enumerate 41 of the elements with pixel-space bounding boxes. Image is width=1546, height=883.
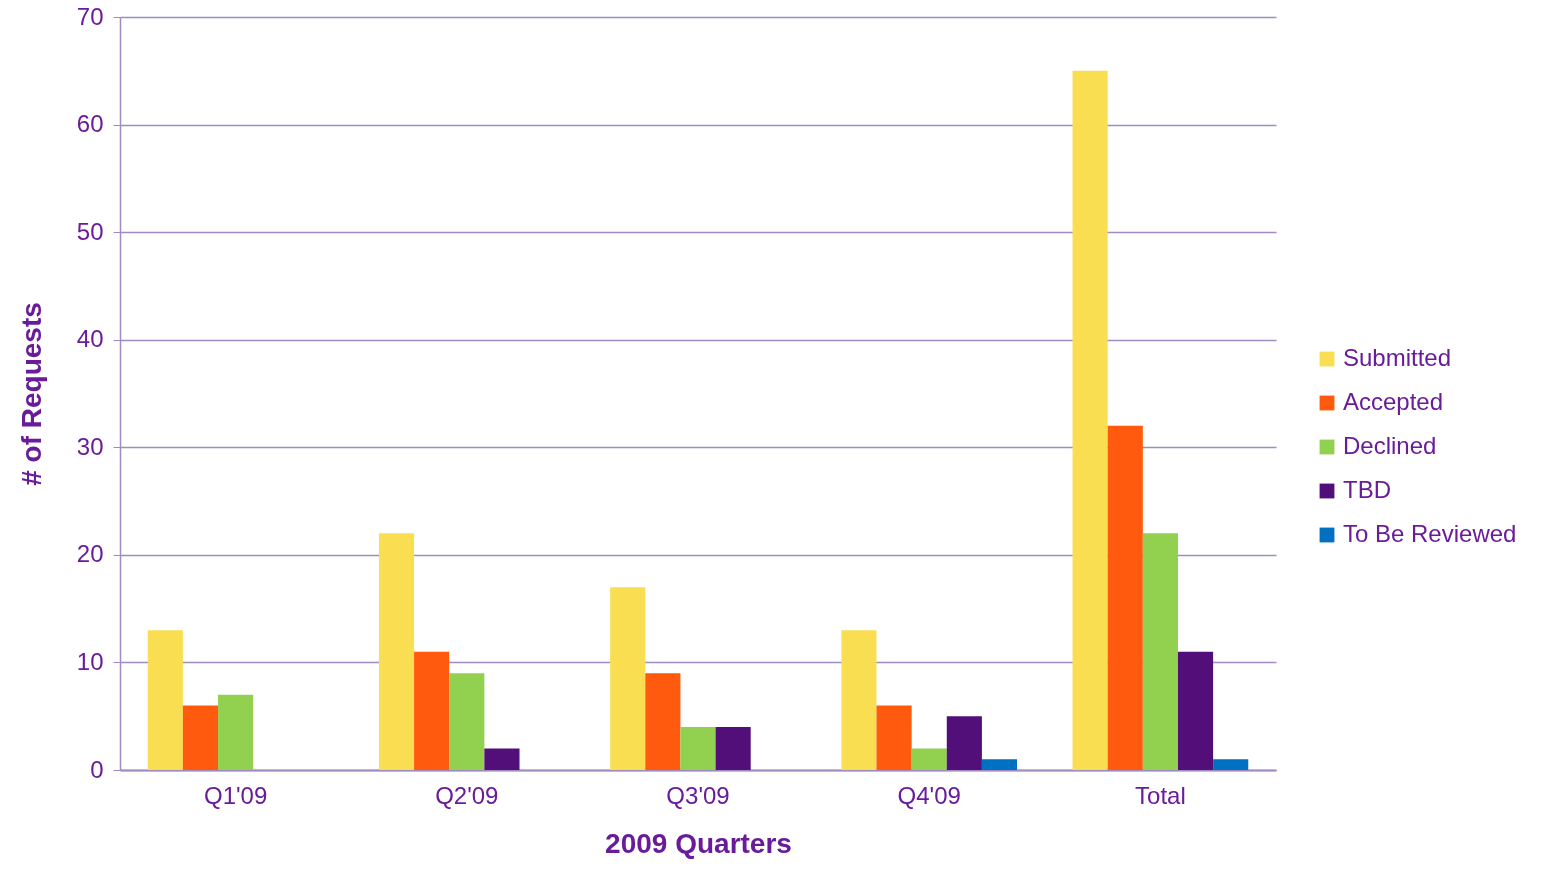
x-tick-label: Q1'09 — [203, 781, 268, 809]
bar — [414, 651, 450, 770]
legend-label: Submitted — [1343, 344, 1452, 371]
y-tick-label: 70 — [76, 2, 104, 30]
x-tick-label: Q2'09 — [435, 781, 499, 809]
y-tick-label: 30 — [76, 432, 104, 460]
bar — [1213, 759, 1249, 770]
x-tick-label: Q4'09 — [897, 781, 961, 809]
x-axis-title: 2009 Quarters — [605, 827, 792, 859]
bar — [715, 726, 751, 770]
x-tick-label: Total — [1135, 781, 1186, 809]
bar — [218, 694, 254, 770]
legend-label: Declined — [1343, 432, 1437, 459]
bar — [841, 630, 877, 770]
y-tick-label: 40 — [76, 325, 104, 353]
y-tick-label: 50 — [76, 217, 104, 245]
legend-label: Accepted — [1343, 388, 1444, 415]
y-tick-label: 10 — [76, 647, 104, 675]
bar — [484, 748, 520, 770]
bar — [876, 705, 912, 770]
bar — [449, 673, 485, 770]
legend-label: TBD — [1343, 476, 1391, 503]
bar — [147, 630, 183, 770]
bar — [378, 533, 415, 770]
bar — [981, 759, 1018, 770]
bar — [182, 705, 219, 770]
y-tick-label: 20 — [76, 540, 104, 568]
bar — [680, 726, 716, 770]
bar — [911, 748, 947, 770]
bar — [1072, 70, 1108, 770]
bar — [1107, 425, 1143, 770]
bar — [946, 716, 982, 770]
y-axis-title: # of Requests — [15, 302, 47, 486]
bar — [645, 673, 681, 770]
bar — [610, 587, 646, 770]
bar — [1177, 651, 1214, 770]
y-tick-label: 0 — [90, 755, 104, 783]
legend-label: To Be Reviewed — [1343, 520, 1517, 547]
y-tick-label: 60 — [76, 110, 104, 138]
bar — [1142, 533, 1178, 770]
x-tick-label: Q3'09 — [666, 781, 730, 809]
